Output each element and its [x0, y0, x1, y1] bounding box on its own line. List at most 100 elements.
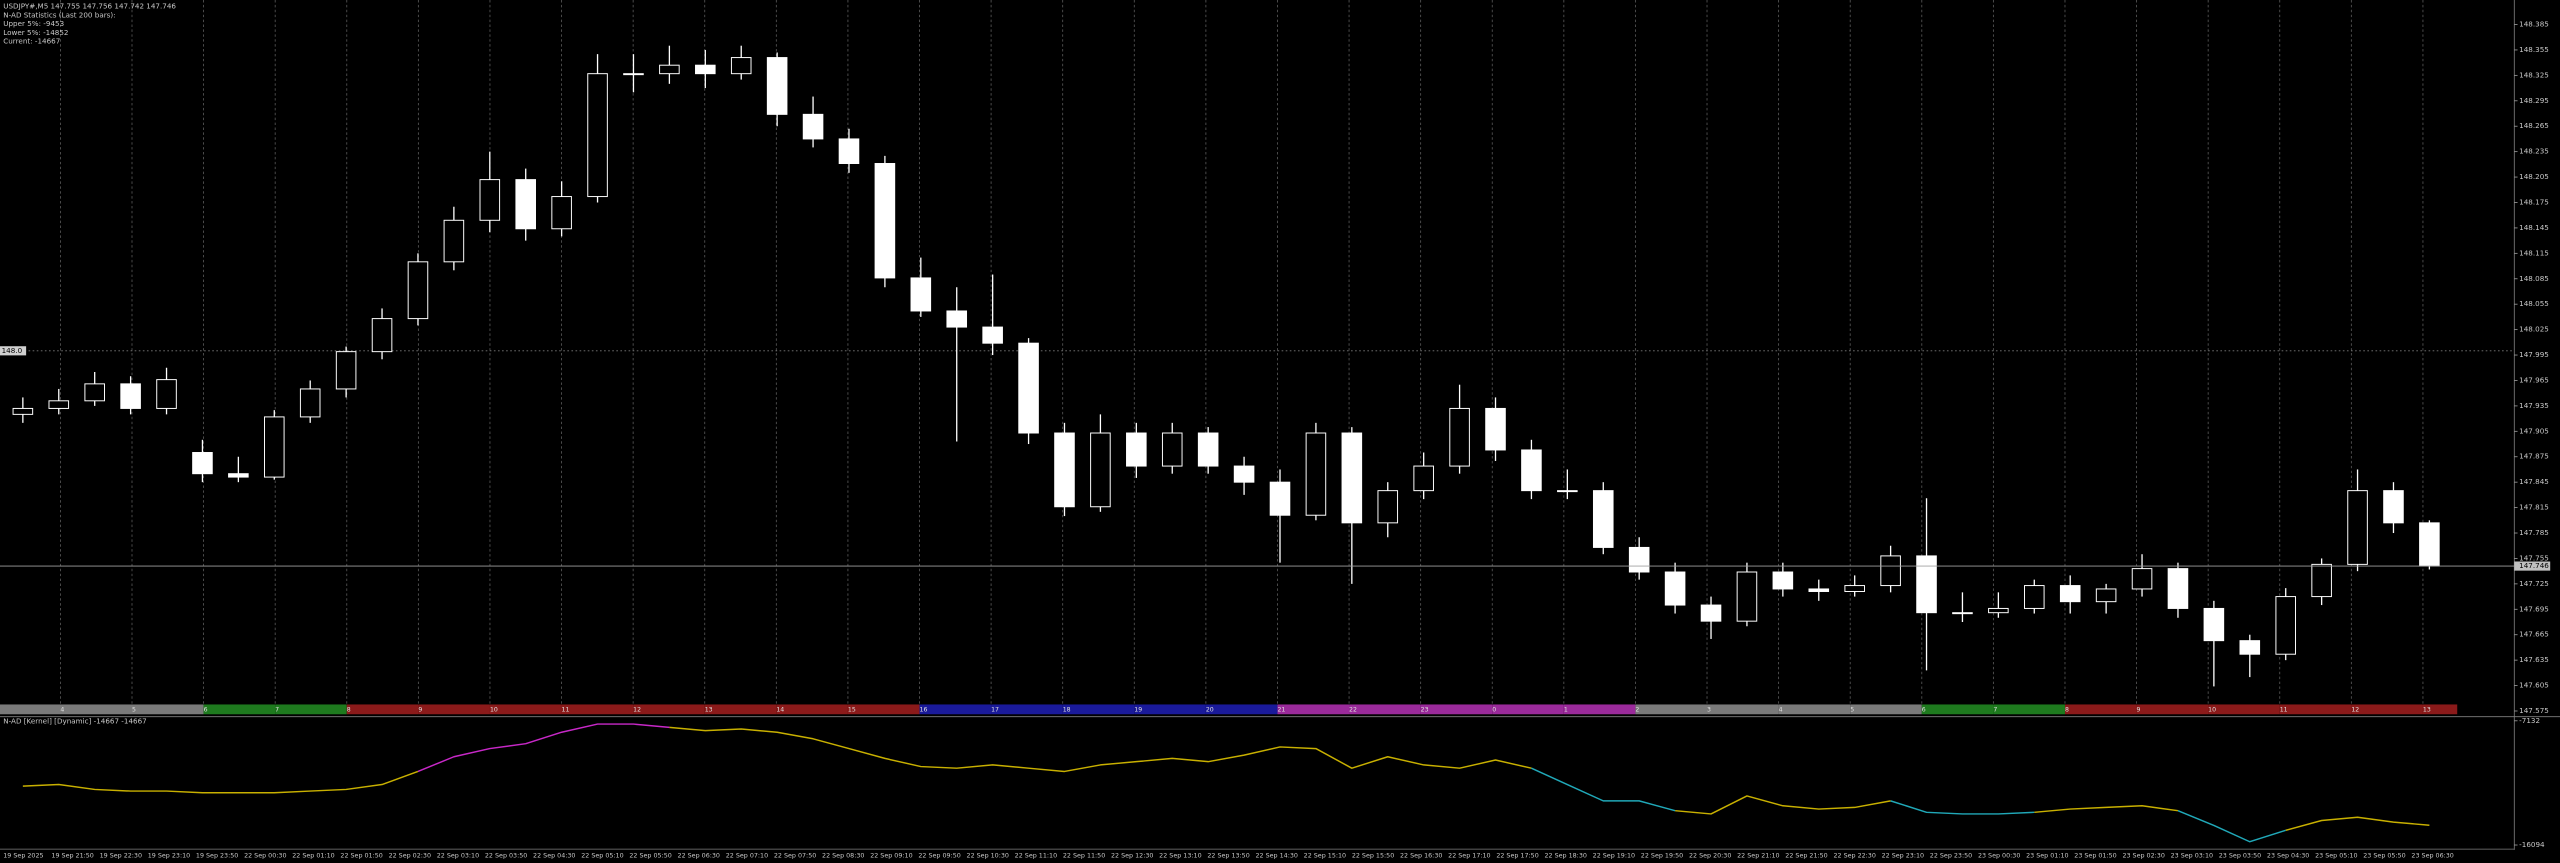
y-tick-label: 147.635 [2519, 655, 2549, 664]
y-tick-label: 147.755 [2519, 553, 2549, 562]
candle-body [2311, 563, 2332, 598]
x-tick-label: 22 Sep 21:10 [1737, 852, 1779, 860]
session-segment [203, 704, 276, 715]
candle-body [1592, 490, 1614, 548]
x-tick-label: 22 Sep 23:50 [1930, 852, 1972, 860]
candle-body [1054, 432, 1075, 508]
candle-body [1305, 432, 1327, 516]
session-segment [1993, 704, 2065, 715]
session-hour-label: 10 [2208, 707, 2216, 714]
x-tick-label: 22 Sep 07:10 [726, 852, 768, 860]
current-price-label: 147.746 [2519, 561, 2549, 570]
x-tick-label: 22 Sep 19:10 [1593, 852, 1635, 860]
y-tick-label: 148.295 [2519, 96, 2549, 105]
candle-body [264, 416, 285, 478]
y-tick-label: 148.115 [2519, 248, 2549, 257]
x-tick-label: 22 Sep 23:10 [1882, 852, 1924, 860]
indicator-line [417, 723, 670, 773]
x-tick-label: 22 Sep 10:30 [967, 852, 1009, 860]
y-tick-label: 147.605 [2519, 681, 2549, 690]
x-tick-label: 22 Sep 04:30 [533, 852, 575, 860]
session-hour-label: 13 [2423, 707, 2431, 714]
candle-body [2059, 585, 2081, 603]
y-tick-label: 148.085 [2519, 274, 2549, 283]
candle-body [84, 383, 105, 402]
session-segment [1635, 704, 1708, 715]
candle-body [1341, 432, 1363, 524]
candle-body [1772, 571, 1794, 590]
candle-body [371, 318, 393, 353]
candle-body [1916, 555, 1937, 614]
session-segment [991, 704, 1063, 715]
y-tick-label: 147.665 [2519, 630, 2549, 639]
x-tick-label: 22 Sep 11:10 [1015, 852, 1057, 860]
candle-body [2239, 640, 2261, 655]
y-tick-label: 148.025 [2519, 325, 2549, 334]
x-tick-label: 23 Sep 05:50 [2363, 852, 2405, 860]
candle-body [1557, 490, 1578, 493]
session-segment [1492, 704, 1564, 715]
x-tick-label: 22 Sep 13:10 [1159, 852, 1201, 860]
y-tick-label: -7132 [2519, 716, 2540, 725]
x-tick-label: 19 Sep 2025 [3, 852, 43, 860]
session-segment [346, 704, 419, 715]
stat-annotation: Upper 5%: -9453 [3, 19, 64, 28]
session-segment [275, 704, 347, 715]
candle-body [2383, 490, 2404, 524]
session-segment [1921, 704, 1994, 715]
session-segment [1707, 704, 1779, 715]
y-tick-label: 148.055 [2519, 299, 2549, 308]
candle-body [228, 473, 249, 478]
x-tick-label: 23 Sep 05:10 [2315, 852, 2357, 860]
y-tick-label: 147.905 [2519, 426, 2549, 435]
x-tick-label: 22 Sep 15:50 [1352, 852, 1394, 860]
session-segment [2422, 704, 2458, 715]
session-hour-label: 8 [347, 707, 351, 714]
candle-body [623, 73, 644, 76]
x-tick-label: 22 Sep 13:50 [1207, 852, 1249, 860]
candle-body [1161, 432, 1183, 467]
candle-body [2167, 568, 2189, 609]
candle-body [695, 64, 716, 75]
candle-body [1269, 481, 1291, 516]
session-hour-label: 14 [776, 707, 784, 714]
candle-body [1628, 546, 1650, 573]
x-tick-label: 23 Sep 06:30 [2411, 852, 2453, 860]
candle-body [2131, 568, 2153, 590]
candle-body [766, 57, 788, 115]
candle-body [12, 407, 34, 415]
candle-body [874, 163, 896, 279]
session-segment [0, 704, 132, 715]
session-segment [1563, 704, 1636, 715]
x-tick-label: 22 Sep 17:50 [1496, 852, 1538, 860]
x-tick-label: 23 Sep 04:30 [2267, 852, 2309, 860]
x-tick-label: 22 Sep 18:30 [1544, 852, 1586, 860]
session-hour-label: 7 [1993, 707, 1997, 714]
session-segment [561, 704, 634, 715]
candle-body [1090, 432, 1111, 508]
y-tick-label: 147.725 [2519, 579, 2549, 588]
y-tick-label: 148.355 [2519, 45, 2549, 54]
candle-body [2347, 490, 2368, 565]
x-tick-label: 22 Sep 09:10 [870, 852, 912, 860]
candle-body [2095, 588, 2117, 603]
x-tick-label: 22 Sep 01:50 [340, 852, 382, 860]
session-segment [1420, 704, 1493, 715]
session-hour-label: 12 [633, 707, 641, 714]
x-tick-label: 19 Sep 22:30 [100, 852, 142, 860]
session-segment [1134, 704, 1206, 715]
y-tick-label: 147.785 [2519, 528, 2549, 537]
session-hour-label: 16 [920, 707, 928, 714]
session-segment [847, 704, 920, 715]
candle-body [1664, 571, 1686, 606]
session-segment [633, 704, 705, 715]
session-hour-label: 6 [1922, 707, 1926, 714]
x-tick-label: 23 Sep 01:50 [2074, 852, 2116, 860]
candle-body [910, 277, 932, 312]
y-tick-label: 148.235 [2519, 147, 2549, 156]
candle-body [659, 64, 680, 75]
candle-body [2419, 522, 2440, 567]
session-hour-label: 20 [1206, 707, 1214, 714]
